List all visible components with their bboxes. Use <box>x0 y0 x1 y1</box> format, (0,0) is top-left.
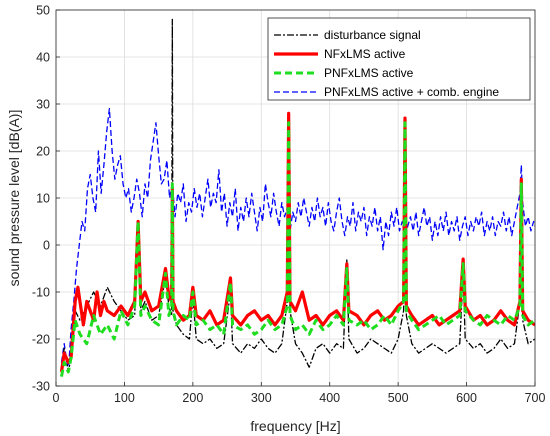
y-axis: -30 -20 -10 0 10 20 30 40 50 <box>32 4 60 394</box>
x-tick-label: 600 <box>456 391 477 405</box>
legend-label: PNFxLMS active <box>324 66 414 80</box>
x-tick-label: 500 <box>388 391 409 405</box>
series-line-nfxlms-active <box>59 111 535 373</box>
x-tick-label: 100 <box>114 391 135 405</box>
x-tick-label: 0 <box>53 391 60 405</box>
y-tick-label: -20 <box>32 333 50 347</box>
legend-label: PNFxLMS active + comb. engine <box>324 85 499 99</box>
x-tick-label: 200 <box>182 391 203 405</box>
y-tick-label: 20 <box>36 145 50 159</box>
x-axis: 0 100 200 300 400 500 600 700 <box>53 382 546 405</box>
x-tick-label: 700 <box>525 391 546 405</box>
y-tick-label: 50 <box>36 4 50 18</box>
series-line-pnfxlms-active <box>59 121 535 377</box>
x-axis-label: frequency [Hz] <box>250 418 340 434</box>
y-tick-label: -10 <box>32 286 50 300</box>
y-tick-label: 30 <box>36 98 50 112</box>
series-line-pnfxlms-active-comb-engine <box>60 108 535 373</box>
legend-box <box>267 17 531 101</box>
y-tick-label: -30 <box>32 380 50 394</box>
x-tick-label: 300 <box>251 391 272 405</box>
legend: disturbance signal NFxLMS active PNFxLMS a… <box>267 17 531 101</box>
series-layer <box>59 18 535 377</box>
y-tick-label: 0 <box>43 239 50 253</box>
y-tick-label: 40 <box>36 51 50 65</box>
y-axis-label: sound pressure level [dB(A)] <box>6 110 22 287</box>
legend-label: NFxLMS active <box>324 47 406 61</box>
y-tick-label: 10 <box>36 192 50 206</box>
x-tick-label: 400 <box>319 391 340 405</box>
legend-label: disturbance signal <box>324 28 421 42</box>
